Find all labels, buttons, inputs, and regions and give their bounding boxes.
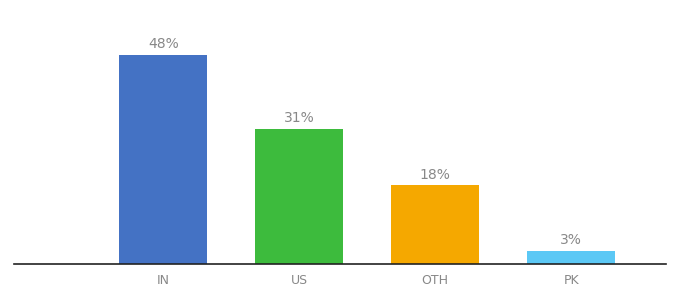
Text: 31%: 31%	[284, 111, 315, 125]
Bar	[255, 129, 343, 264]
Bar	[391, 185, 479, 264]
Text: 48%: 48%	[148, 37, 179, 51]
Bar	[119, 55, 207, 264]
Text: 3%: 3%	[560, 233, 582, 248]
Text: 18%: 18%	[420, 168, 451, 182]
Bar	[527, 251, 615, 264]
